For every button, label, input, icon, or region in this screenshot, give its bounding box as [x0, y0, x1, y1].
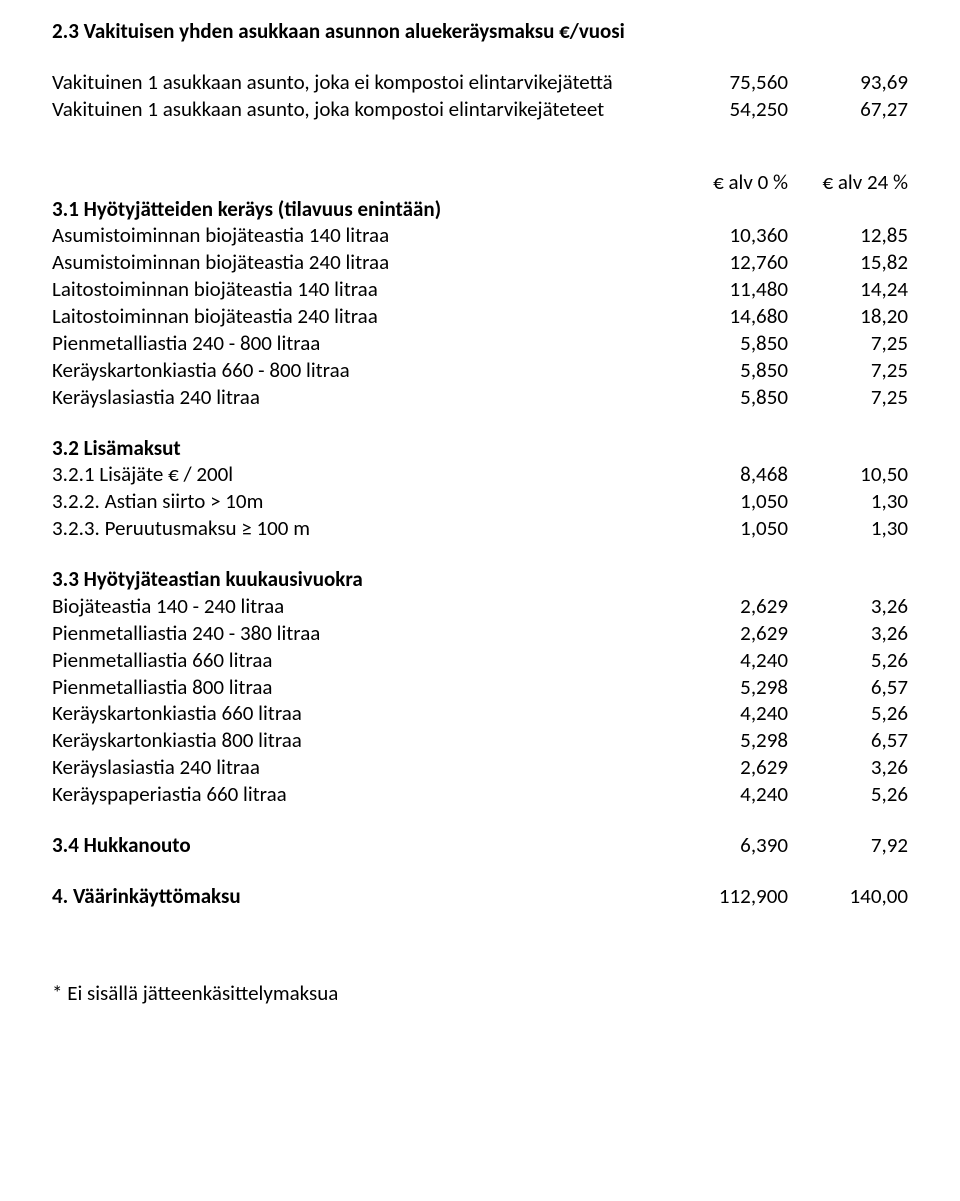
row-value-alv0: 5,850 — [678, 330, 788, 357]
row-value-alv0: 1,050 — [678, 488, 788, 515]
row-value-alv0: 2,629 — [678, 593, 788, 620]
row-label: Keräyskartonkiastia 660 - 800 litraa — [52, 357, 678, 384]
section-4-heading: 4. Väärinkäyttömaksu — [52, 883, 678, 910]
row-value-alv24: 12,85 — [798, 222, 908, 249]
row-label: Keräyskartonkiastia 800 litraa — [52, 727, 678, 754]
row-value-alv0: 54,250 — [678, 96, 788, 123]
row-label: Keräyslasiastia 240 litraa — [52, 384, 678, 411]
row-label: 3.2.2. Astian siirto > 10m — [52, 488, 678, 515]
row-value-alv24: 3,26 — [798, 754, 908, 781]
row-value-alv0: 2,629 — [678, 754, 788, 781]
section-3-1-heading: 3.1 Hyötyjätteiden keräys (tilavuus enin… — [52, 196, 908, 223]
row-label: Vakituinen 1 asukkaan asunto, joka ei ko… — [52, 69, 678, 96]
row-value-alv0: 4,240 — [678, 781, 788, 808]
row-label: Keräyskartonkiastia 660 litraa — [52, 700, 678, 727]
table-row: Keräyskartonkiastia 660 - 800 litraa 5,8… — [52, 357, 908, 384]
row-label: 3.2.3. Peruutusmaksu ≥ 100 m — [52, 515, 678, 542]
row-value-alv24: 7,25 — [798, 357, 908, 384]
section-4-row: 4. Väärinkäyttömaksu 112,900 140,00 — [52, 883, 908, 910]
table-row: Laitostoiminnan biojäteastia 140 litraa … — [52, 276, 908, 303]
row-label: Pienmetalliastia 660 litraa — [52, 647, 678, 674]
table-row: Asumistoiminnan biojäteastia 240 litraa … — [52, 249, 908, 276]
row-value-alv24: 6,57 — [798, 674, 908, 701]
footnote: * Ei sisällä jätteenkäsittelymaksua — [52, 980, 908, 1007]
section-3-3-heading: 3.3 Hyötyjäteastian kuukausivuokra — [52, 566, 908, 593]
row-value-alv0: 14,680 — [678, 303, 788, 330]
row-value-alv24: 5,26 — [798, 700, 908, 727]
row-label: Keräyspaperiastia 660 litraa — [52, 781, 678, 808]
row-label: Pienmetalliastia 240 - 380 litraa — [52, 620, 678, 647]
row-value-alv24: 18,20 — [798, 303, 908, 330]
table-row: Laitostoiminnan biojäteastia 240 litraa … — [52, 303, 908, 330]
row-value-alv24: 5,26 — [798, 647, 908, 674]
section-2-3-heading: 2.3 Vakituisen yhden asukkaan asunnon al… — [52, 18, 908, 45]
table-row: Biojäteastia 140 - 240 litraa 2,629 3,26 — [52, 593, 908, 620]
section-3-4-row: 3.4 Hukkanouto 6,390 7,92 — [52, 832, 908, 859]
row-label: Asumistoiminnan biojäteastia 240 litraa — [52, 249, 678, 276]
row-value-alv0: 4,240 — [678, 647, 788, 674]
column-header-row: € alv 0 % € alv 24 % — [52, 169, 908, 196]
row-label: 3.2.1 Lisäjäte € / 200l — [52, 461, 678, 488]
row-value-alv0: 8,468 — [678, 461, 788, 488]
row-value-alv24: 7,92 — [798, 832, 908, 859]
section-3-4-heading: 3.4 Hukkanouto — [52, 832, 678, 859]
document-page: 2.3 Vakituisen yhden asukkaan asunnon al… — [0, 0, 960, 1201]
row-value-alv24: 140,00 — [798, 883, 908, 910]
row-label: Pienmetalliastia 240 - 800 litraa — [52, 330, 678, 357]
table-row: Keräyskartonkiastia 800 litraa 5,298 6,5… — [52, 727, 908, 754]
row-label: Asumistoiminnan biojäteastia 140 litraa — [52, 222, 678, 249]
row-value-alv24: 7,25 — [798, 330, 908, 357]
table-row: 3.2.1 Lisäjäte € / 200l 8,468 10,50 — [52, 461, 908, 488]
row-label: Laitostoiminnan biojäteastia 140 litraa — [52, 276, 678, 303]
row-value-alv24: 3,26 — [798, 593, 908, 620]
row-value-alv0: 6,390 — [678, 832, 788, 859]
row-value-alv24: 15,82 — [798, 249, 908, 276]
row-label: Biojäteastia 140 - 240 litraa — [52, 593, 678, 620]
table-row: Keräyspaperiastia 660 litraa 4,240 5,26 — [52, 781, 908, 808]
row-value-alv24: 67,27 — [798, 96, 908, 123]
row-value-alv24: 1,30 — [798, 515, 908, 542]
row-value-alv0: 75,560 — [678, 69, 788, 96]
row-label: Pienmetalliastia 800 litraa — [52, 674, 678, 701]
row-value-alv24: 93,69 — [798, 69, 908, 96]
row-value-alv0: 4,240 — [678, 700, 788, 727]
row-value-alv24: 5,26 — [798, 781, 908, 808]
table-row: Keräyskartonkiastia 660 litraa 4,240 5,2… — [52, 700, 908, 727]
table-row: 3.2.2. Astian siirto > 10m 1,050 1,30 — [52, 488, 908, 515]
row-value-alv0: 5,850 — [678, 384, 788, 411]
row-value-alv0: 5,850 — [678, 357, 788, 384]
section-3-2-heading: 3.2 Lisämaksut — [52, 435, 908, 462]
column-header-alv0: € alv 0 % — [678, 169, 788, 196]
table-row: Pienmetalliastia 240 - 380 litraa 2,629 … — [52, 620, 908, 647]
row-value-alv0: 2,629 — [678, 620, 788, 647]
table-row: Asumistoiminnan biojäteastia 140 litraa … — [52, 222, 908, 249]
table-row: Keräyslasiastia 240 litraa 2,629 3,26 — [52, 754, 908, 781]
row-label: Laitostoiminnan biojäteastia 240 litraa — [52, 303, 678, 330]
row-label: Keräyslasiastia 240 litraa — [52, 754, 678, 781]
row-value-alv0: 10,360 — [678, 222, 788, 249]
row-value-alv0: 5,298 — [678, 727, 788, 754]
row-value-alv24: 10,50 — [798, 461, 908, 488]
row-value-alv24: 14,24 — [798, 276, 908, 303]
table-row: Pienmetalliastia 660 litraa 4,240 5,26 — [52, 647, 908, 674]
row-value-alv24: 7,25 — [798, 384, 908, 411]
row-value-alv24: 3,26 — [798, 620, 908, 647]
table-row: Vakituinen 1 asukkaan asunto, joka ei ko… — [52, 69, 908, 96]
row-value-alv0: 12,760 — [678, 249, 788, 276]
row-value-alv0: 5,298 — [678, 674, 788, 701]
row-value-alv0: 112,900 — [678, 883, 788, 910]
row-value-alv24: 1,30 — [798, 488, 908, 515]
row-value-alv0: 1,050 — [678, 515, 788, 542]
table-row: Pienmetalliastia 240 - 800 litraa 5,850 … — [52, 330, 908, 357]
table-row: Vakituinen 1 asukkaan asunto, joka kompo… — [52, 96, 908, 123]
row-label: Vakituinen 1 asukkaan asunto, joka kompo… — [52, 96, 678, 123]
row-value-alv24: 6,57 — [798, 727, 908, 754]
row-value-alv0: 11,480 — [678, 276, 788, 303]
table-row: 3.2.3. Peruutusmaksu ≥ 100 m 1,050 1,30 — [52, 515, 908, 542]
table-row: Pienmetalliastia 800 litraa 5,298 6,57 — [52, 674, 908, 701]
column-header-alv24: € alv 24 % — [798, 169, 908, 196]
table-row: Keräyslasiastia 240 litraa 5,850 7,25 — [52, 384, 908, 411]
